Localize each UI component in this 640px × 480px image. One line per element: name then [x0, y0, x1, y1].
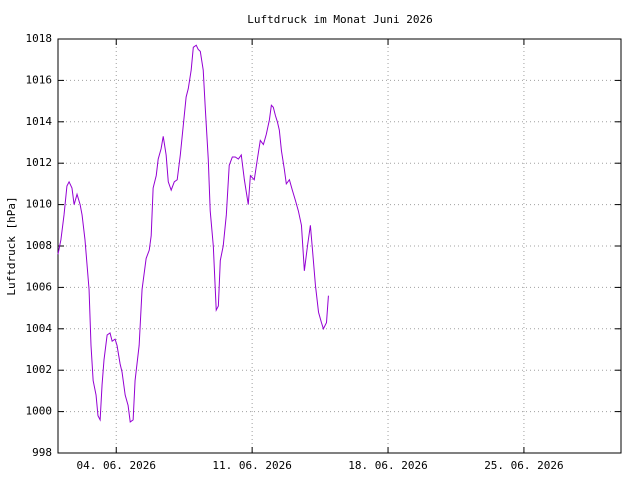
data-line — [57, 44, 329, 423]
y-tick-label: 1002 — [26, 363, 53, 376]
y-axis-label: Luftdruck [hPa] — [5, 196, 18, 295]
y-tick-label: 1010 — [26, 198, 53, 211]
y-tick-label: 1008 — [26, 239, 53, 252]
y-tick-label: 1018 — [26, 32, 53, 45]
x-tick-label: 25. 06. 2026 — [484, 459, 563, 472]
chart-title: Luftdruck im Monat Juni 2026 — [247, 13, 432, 26]
y-tick-label: 1004 — [26, 322, 53, 335]
x-tick-label: 18. 06. 2026 — [348, 459, 427, 472]
y-tick-label: 1016 — [26, 73, 53, 86]
y-tick-label: 1006 — [26, 280, 53, 293]
y-tick-label: 998 — [32, 446, 52, 459]
y-tick-label: 1012 — [26, 156, 53, 169]
y-tick-label: 1000 — [26, 405, 53, 418]
x-tick-label: 11. 06. 2026 — [212, 459, 291, 472]
y-tick-label: 1014 — [26, 115, 53, 128]
x-tick-label: 04. 06. 2026 — [76, 459, 155, 472]
